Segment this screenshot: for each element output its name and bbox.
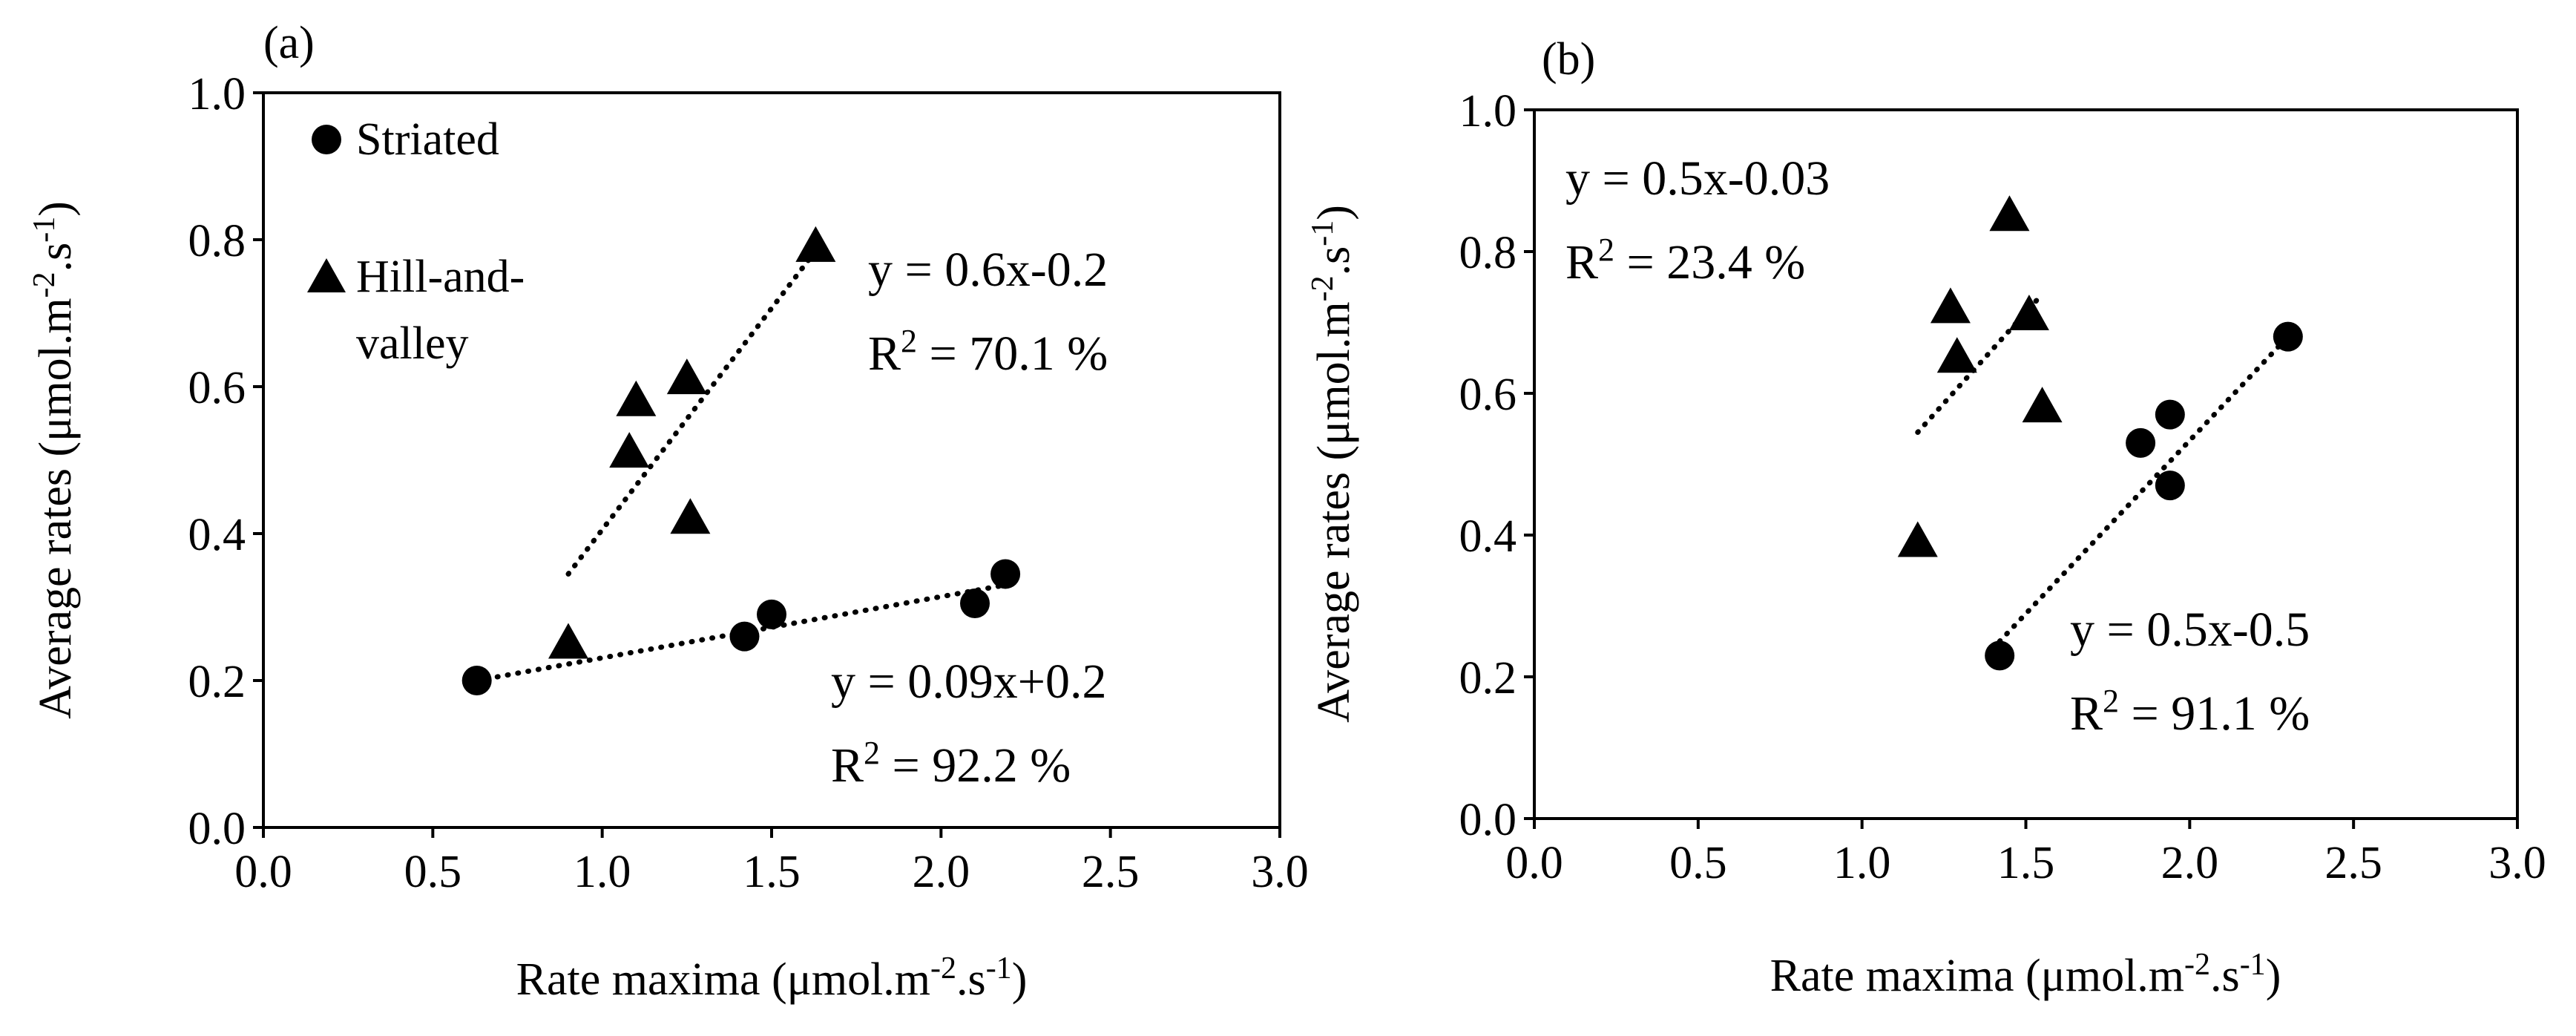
data-point-striated xyxy=(757,599,786,629)
panel-b-x-ticks: 0.0 0.5 1.0 1.5 2.0 2.5 3.0 xyxy=(1505,819,2546,888)
legend-striated-label: Striated xyxy=(356,114,499,165)
data-point-striated xyxy=(960,589,990,619)
data-point-hill-and-valley xyxy=(548,623,588,659)
data-point-hill-and-valley xyxy=(670,498,711,534)
data-point-hill-and-valley xyxy=(1989,195,2030,232)
data-point-hill-and-valley xyxy=(1897,521,1938,557)
panel-a-legend: Striated Hill-and- valley xyxy=(307,114,525,369)
panel-b-hill-equation: y = 0.5x-0.03 xyxy=(1565,151,1830,206)
panel-b-markers xyxy=(1897,195,2303,671)
data-point-hill-and-valley xyxy=(1936,337,1977,373)
x-tick-label: 0.0 xyxy=(1505,838,1563,888)
y-tick-label: 0.2 xyxy=(188,657,246,707)
panel-b-striated-equation: y = 0.5x-0.5 xyxy=(2070,603,2310,657)
panel-a-x-axis-label: Rate maxima (μmol.m-2.s-1) xyxy=(516,951,1028,1005)
data-point-striated xyxy=(729,621,760,652)
x-tick-label: 3.0 xyxy=(2488,838,2546,888)
panel-a-hill-equation: y = 0.6x-0.2 xyxy=(868,243,1108,297)
panel-b-y-axis-label: Average rates (μmol.m-2.s-1) xyxy=(1306,205,1359,723)
panel-b-label: (b) xyxy=(1542,34,1595,85)
data-point-striated xyxy=(2155,399,2185,430)
y-tick-label: 0.8 xyxy=(1459,228,1517,278)
data-point-striated xyxy=(990,559,1021,589)
data-point-hill-and-valley xyxy=(1930,287,1971,324)
panel-b-y-ticks: 0.0 0.2 0.4 0.6 0.8 1.0 xyxy=(1459,86,1534,845)
data-point-hill-and-valley xyxy=(616,380,657,416)
y-tick-label: 0.0 xyxy=(188,804,246,854)
panel-a-plot-frame xyxy=(262,91,1281,829)
x-tick-label: 0.0 xyxy=(234,847,292,897)
panel-a-label: (a) xyxy=(263,18,315,68)
y-tick-label: 0.2 xyxy=(1459,653,1517,704)
panel-a-striated-equation: y = 0.09x+0.2 xyxy=(831,655,1106,709)
legend-triangle-marker xyxy=(307,258,346,292)
x-tick-label: 3.0 xyxy=(1251,847,1309,897)
y-tick-label: 0.6 xyxy=(188,363,246,413)
data-point-striated xyxy=(2273,321,2303,352)
x-tick-label: 2.0 xyxy=(913,847,970,897)
data-point-striated xyxy=(1985,640,2015,671)
x-tick-label: 2.5 xyxy=(1082,847,1140,897)
data-point-striated xyxy=(2126,427,2156,458)
data-point-hill-and-valley xyxy=(2008,294,2049,330)
panel-a: (a) 0.0 0.2 0.4 0.6 0.8 1.0 0.0 0.5 1.0 1.5 2.0 2.… xyxy=(27,18,1309,1005)
y-tick-label: 0.4 xyxy=(1459,511,1517,562)
panel-b-trendlines xyxy=(1915,291,2291,644)
panel-b-plot-frame xyxy=(1533,108,2519,820)
panel-a-y-ticks: 0.0 0.2 0.4 0.6 0.8 1.0 xyxy=(188,69,263,854)
y-tick-label: 1.0 xyxy=(188,69,246,119)
legend-hill-label-line2: valley xyxy=(356,318,469,369)
y-tick-label: 0.6 xyxy=(1459,370,1517,420)
data-point-hill-and-valley xyxy=(2022,387,2063,423)
y-tick-label: 0.4 xyxy=(188,510,246,560)
trendline-striated xyxy=(1997,334,2291,644)
data-point-hill-and-valley xyxy=(795,226,836,262)
legend-circle-marker xyxy=(312,125,341,154)
x-tick-label: 0.5 xyxy=(404,847,462,897)
x-tick-label: 1.5 xyxy=(743,847,801,897)
panel-b-striated-r2: R2 = 91.1 % xyxy=(2070,683,2310,741)
panel-a-hill-r2: R2 = 70.1 % xyxy=(868,323,1108,381)
data-point-hill-and-valley xyxy=(609,432,650,468)
x-tick-label: 2.5 xyxy=(2324,838,2382,888)
legend-hill-label-line1: Hill-and- xyxy=(356,252,525,302)
x-tick-label: 2.0 xyxy=(2161,838,2219,888)
panel-a-striated-r2: R2 = 92.2 % xyxy=(831,735,1071,793)
x-tick-label: 0.5 xyxy=(1669,838,1727,888)
panel-a-markers xyxy=(461,226,1021,695)
data-point-hill-and-valley xyxy=(666,358,707,395)
panel-b-x-axis-label: Rate maxima (μmol.m-2.s-1) xyxy=(1770,948,2281,1001)
panel-a-x-ticks: 0.0 0.5 1.0 1.5 2.0 2.5 3.0 xyxy=(234,827,1309,897)
x-tick-label: 1.0 xyxy=(574,847,631,897)
data-point-striated xyxy=(2155,471,2185,501)
panel-a-y-axis-label: Average rates (μmol.m-2.s-1) xyxy=(27,201,81,719)
panel-b: (b) 0.0 0.2 0.4 0.6 0.8 1.0 0.0 0.5 1.0 1.5 2.0 2.… xyxy=(1306,34,2546,1001)
x-tick-label: 1.5 xyxy=(1997,838,2055,888)
panel-a-trendlines xyxy=(474,248,1008,683)
y-tick-label: 1.0 xyxy=(1459,86,1517,137)
y-tick-label: 0.0 xyxy=(1459,795,1517,845)
x-tick-label: 1.0 xyxy=(1833,838,1891,888)
data-point-striated xyxy=(461,666,492,695)
panel-b-hill-r2: R2 = 23.4 % xyxy=(1565,232,1805,289)
y-tick-label: 0.8 xyxy=(188,216,246,266)
